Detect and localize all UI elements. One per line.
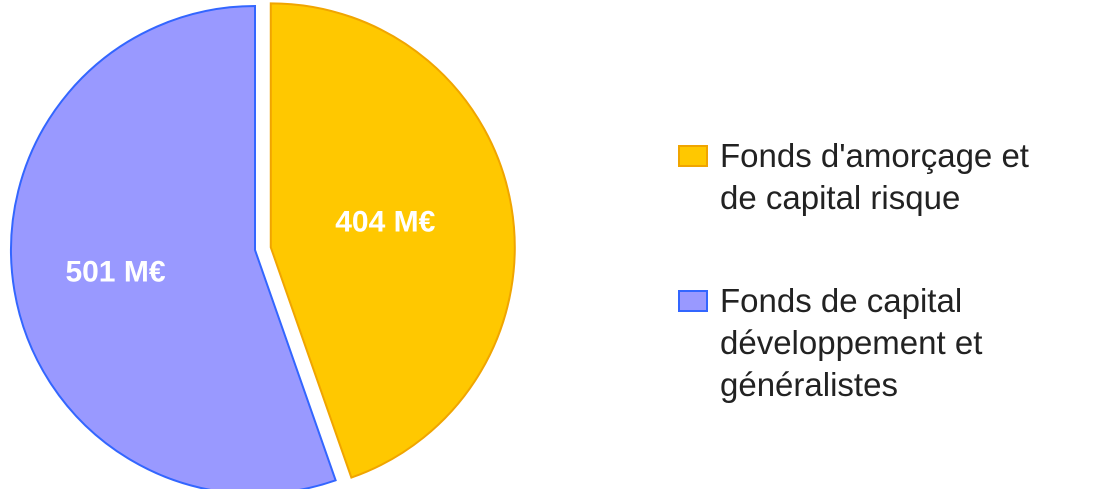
data-label: 501 M€: [65, 256, 165, 289]
legend-swatch: [678, 145, 708, 167]
data-label: 404 M€: [335, 206, 435, 239]
legend-item: Fonds de capital développement et généra…: [678, 280, 1088, 406]
legend-label: Fonds d'amorçage et de capital risque: [720, 137, 1029, 216]
pie-slice: [269, 2, 516, 479]
chart: 404 M€ 501 M€: [10, 2, 516, 489]
legend-label: Fonds de capital développement et généra…: [720, 282, 983, 403]
legend-item: Fonds d'amorçage et de capital risque: [678, 135, 1088, 219]
pie-slice: [10, 4, 337, 489]
legend-swatch: [678, 290, 708, 312]
